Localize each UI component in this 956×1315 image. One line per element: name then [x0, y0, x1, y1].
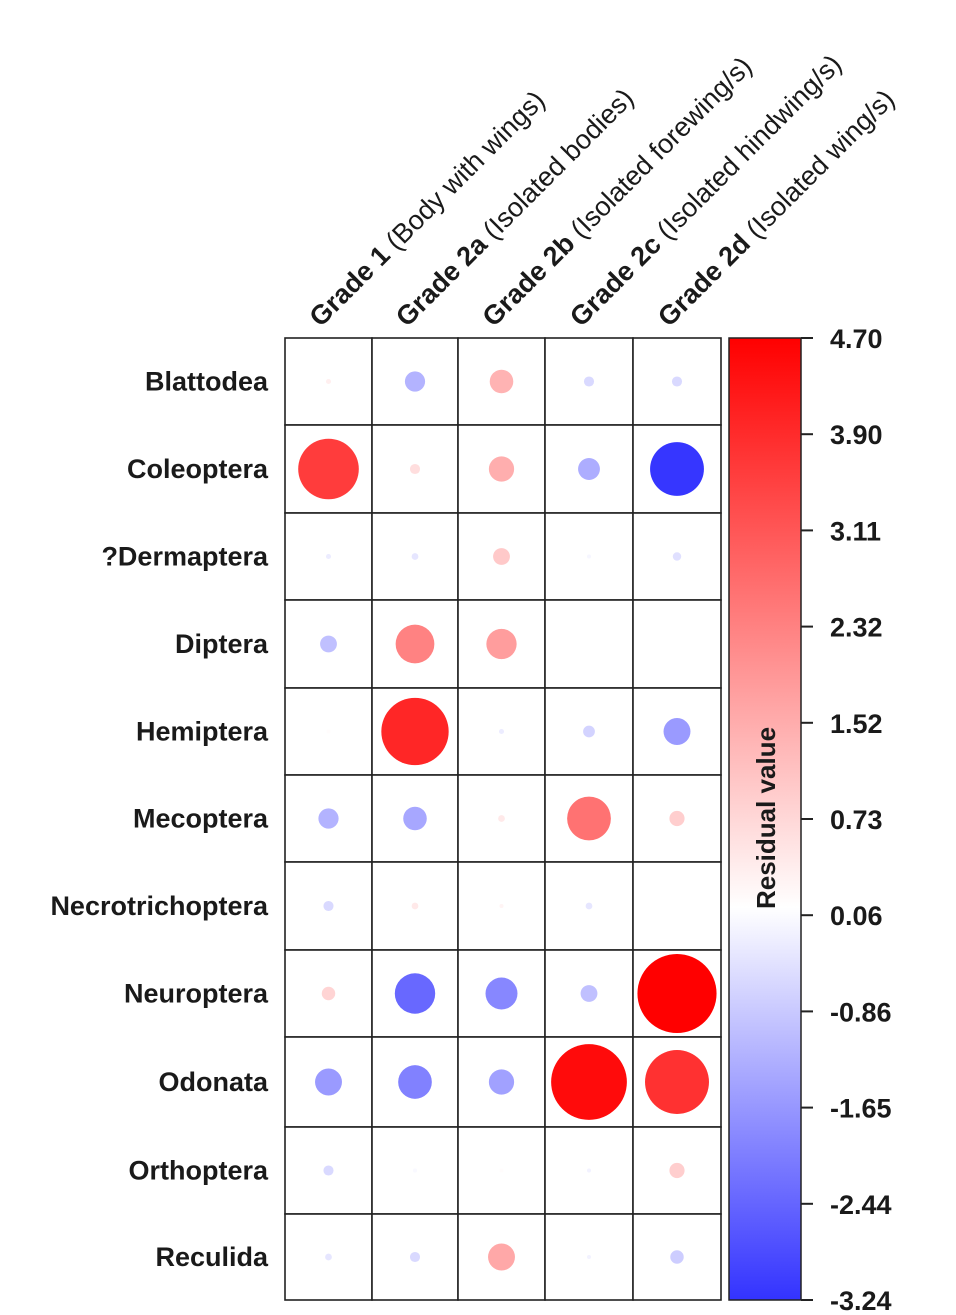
residual-circle	[567, 796, 611, 841]
residual-circle	[663, 718, 691, 745]
residual-circle	[325, 1253, 332, 1261]
residual-circle	[398, 1065, 432, 1099]
residual-circle	[587, 554, 591, 559]
residual-circle	[587, 1168, 591, 1173]
residual-circle	[411, 553, 419, 560]
column-labels: Grade 1 (Body with wings)Grade 2a (Isola…	[304, 49, 901, 332]
colorbar-tick-label: 0.73	[830, 805, 883, 835]
colorbar-tick-label: -3.24	[830, 1286, 892, 1315]
row-labels: Blattodea Coleoptera ?Dermaptera Diptera Hem…	[50, 367, 269, 1273]
colorbar-tick-label: 0.06	[830, 901, 883, 931]
residual-circle	[381, 697, 449, 766]
colorbar: Residual value 4.70 3.90 3.11 2.32 1.52 0.73 0…	[728, 324, 892, 1315]
heatmap-cell	[457, 424, 546, 514]
residual-circle	[675, 904, 679, 908]
residual-circle	[499, 1168, 504, 1173]
row-label: Hemiptera	[136, 717, 269, 747]
row-label: Mecoptera	[133, 804, 269, 834]
residual-circle	[672, 552, 682, 561]
colorbar-gradient	[728, 337, 802, 1301]
residual-circle	[488, 1069, 515, 1095]
row-label: Blattodea	[145, 367, 269, 397]
residual-circle	[409, 1251, 421, 1263]
colorbar-tick-label: -1.65	[830, 1094, 892, 1124]
residual-circle	[323, 900, 334, 912]
residual-circle	[320, 635, 337, 653]
colorbar-tick-label: -0.86	[830, 997, 892, 1027]
residual-circle	[413, 1168, 417, 1173]
column-label-grade: Grade 1	[304, 240, 396, 332]
row-label: Necrotrichoptera	[50, 891, 269, 921]
residual-circle	[650, 442, 704, 496]
column-label-desc: (Isolated wing/s)	[735, 84, 901, 250]
heatmap-cell	[632, 599, 722, 689]
residual-circle	[394, 973, 436, 1014]
residual-circle	[578, 458, 600, 480]
residual-circle	[395, 624, 435, 664]
colorbar-tick-label: 3.11	[830, 516, 881, 546]
row-label: ?Dermaptera	[101, 542, 269, 572]
colorbar-tick-label: 3.90	[830, 420, 883, 450]
residual-circle	[671, 376, 683, 387]
heatmap-cell	[544, 512, 634, 601]
residual-circle	[585, 902, 593, 910]
column-label-desc: (Body with wings)	[375, 85, 551, 261]
residual-circle	[404, 371, 426, 392]
column-label-desc: (Isolated bodies)	[472, 83, 640, 251]
residual-circle	[499, 904, 504, 908]
residual-circle	[325, 378, 332, 385]
row-label: Neuroptera	[124, 979, 269, 1009]
colorbar-tick-label: 4.70	[830, 324, 883, 354]
residual-circle	[493, 548, 510, 565]
residual-circle	[637, 953, 717, 1034]
colorbar-title: Residual value	[751, 727, 781, 909]
residual-circle	[488, 456, 515, 482]
residual-circle	[580, 985, 598, 1002]
residual-circle	[489, 369, 514, 394]
residual-circle	[498, 728, 505, 735]
residual-circle	[669, 810, 685, 827]
heatmap-cell	[544, 949, 634, 1038]
residual-circle	[486, 628, 517, 660]
colorbar-tick-label: 2.32	[830, 613, 883, 643]
residual-circle	[583, 376, 595, 387]
residual-circle	[409, 463, 421, 475]
residual-circle	[411, 902, 419, 910]
residual-circle	[298, 438, 359, 500]
residual-circle	[488, 1243, 515, 1271]
residual-circle	[403, 806, 427, 831]
colorbar-tick-label: 1.52	[830, 709, 883, 739]
residual-circle	[583, 725, 595, 738]
residual-circle	[645, 1050, 709, 1114]
residual-circle	[323, 1165, 334, 1176]
residual-circle	[669, 1162, 685, 1179]
residual-circle	[551, 1044, 627, 1120]
residual-circle	[498, 815, 505, 822]
row-label: Coleoptera	[127, 454, 269, 484]
residual-circle	[321, 986, 336, 1001]
residual-circle	[318, 808, 339, 829]
residual-circle	[326, 729, 331, 734]
row-label: Odonata	[158, 1067, 268, 1097]
heatmap-cell	[544, 599, 634, 689]
row-label: Diptera	[175, 629, 269, 659]
row-label: Orthoptera	[128, 1156, 268, 1186]
residual-circle	[670, 1250, 684, 1264]
residual-circle	[315, 1068, 342, 1096]
residual-circle	[325, 553, 332, 560]
colorbar-tick-label: -2.44	[830, 1190, 892, 1220]
row-label: Reculida	[155, 1242, 269, 1272]
residual-circle	[587, 1255, 591, 1259]
residual-circles	[298, 369, 717, 1271]
residual-circle	[485, 977, 518, 1010]
